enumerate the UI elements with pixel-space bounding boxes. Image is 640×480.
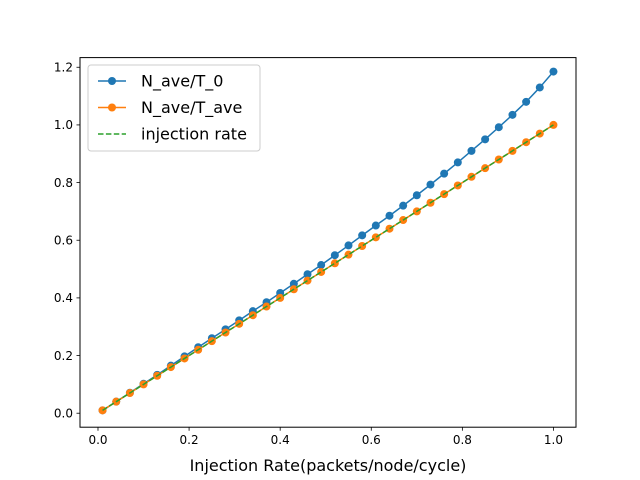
data-point	[467, 146, 476, 155]
legend-entry: injection rate	[98, 125, 247, 144]
data-point	[549, 120, 558, 129]
x-axis-title: Injection Rate(packets/node/cycle)	[190, 456, 467, 475]
legend-entry: N_ave/T_ave	[98, 98, 242, 118]
x-tick-label: 0.4	[271, 433, 290, 447]
x-tick-label: 0.2	[180, 433, 199, 447]
y-tick-label: 0.4	[54, 291, 73, 305]
x-tick-label: 1.0	[544, 433, 563, 447]
y-tick-label: 0.2	[54, 349, 73, 363]
series-layer	[98, 67, 558, 415]
data-point	[440, 169, 449, 178]
data-point	[358, 231, 367, 240]
series-line	[102, 71, 555, 411]
x-tick-label: 0.6	[362, 433, 381, 447]
data-point	[494, 123, 503, 132]
data-point	[385, 224, 394, 233]
legend-label: injection rate	[141, 125, 247, 144]
data-point	[289, 279, 298, 288]
series-n-ave-t-ave	[98, 120, 558, 415]
data-point	[412, 191, 421, 200]
data-point	[303, 276, 312, 285]
data-point	[371, 233, 380, 242]
data-point	[98, 406, 107, 415]
legend-label: N_ave/T_ave	[141, 98, 242, 118]
data-point	[385, 211, 394, 220]
data-point	[317, 267, 326, 276]
axes-frame	[79, 57, 577, 428]
data-point	[508, 110, 517, 119]
data-point	[303, 270, 312, 279]
x-tick-label: 0.8	[453, 433, 472, 447]
data-point	[371, 221, 380, 230]
x-axis-ticks: 0.0 0.2 0.4 0.6 0.8 1.0	[88, 427, 563, 447]
legend-frame	[87, 64, 261, 152]
data-point	[317, 261, 326, 270]
legend-marker	[108, 103, 116, 112]
y-tick-label: 0.0	[54, 407, 73, 421]
series-injection-rate	[102, 124, 554, 411]
series-line	[102, 124, 554, 411]
legend-label: N_ave/T_0	[141, 72, 223, 92]
data-point	[522, 97, 531, 106]
x-tick-label: 0.0	[88, 433, 107, 447]
data-point	[399, 201, 408, 210]
y-tick-label: 1.0	[54, 118, 73, 132]
data-point	[481, 135, 490, 144]
data-point	[344, 241, 353, 250]
y-tick-label: 0.6	[54, 234, 73, 248]
data-point	[330, 251, 339, 260]
y-tick-label: 1.2	[54, 61, 73, 75]
legend-marker	[108, 77, 116, 85]
y-axis-ticks: 0.0 0.2 0.4 0.6 0.8 1.0 1.2	[54, 61, 80, 421]
legend: N_ave/T_0 N_ave/T_ave injection rate	[87, 64, 261, 152]
y-tick-label: 0.8	[54, 176, 73, 190]
data-point	[330, 259, 339, 268]
data-point	[549, 67, 558, 76]
data-point	[535, 83, 544, 92]
data-point	[344, 250, 353, 259]
data-point	[453, 158, 462, 167]
legend-entry: N_ave/T_0	[98, 72, 223, 92]
data-point	[426, 180, 435, 189]
data-point	[358, 242, 367, 251]
